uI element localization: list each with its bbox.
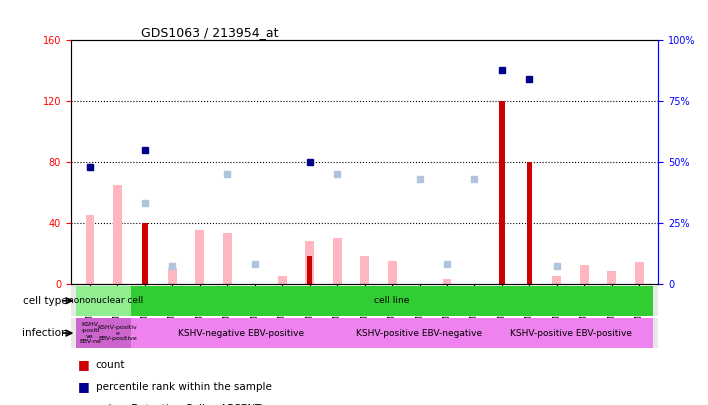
Bar xyxy=(131,286,653,316)
Text: cell line: cell line xyxy=(375,296,410,305)
Text: KSHV-negative EBV-positive: KSHV-negative EBV-positive xyxy=(178,328,304,338)
Bar xyxy=(142,223,147,284)
Bar xyxy=(360,256,369,284)
Bar xyxy=(635,262,644,284)
Bar xyxy=(499,101,505,284)
Bar xyxy=(305,241,314,284)
Bar xyxy=(580,265,589,284)
Text: KSHV-positive EBV-negative: KSHV-positive EBV-negative xyxy=(356,328,483,338)
Bar xyxy=(351,318,489,348)
Bar xyxy=(86,215,94,284)
Text: ■: ■ xyxy=(78,358,90,371)
Text: infection: infection xyxy=(22,328,67,338)
Bar xyxy=(76,318,104,348)
Bar xyxy=(442,279,452,283)
Bar xyxy=(104,318,131,348)
Bar xyxy=(307,256,312,284)
Text: mononuclear cell: mononuclear cell xyxy=(64,296,143,305)
Bar xyxy=(607,271,616,284)
Text: KSHV
-positi
ve
EBV-ne: KSHV -positi ve EBV-ne xyxy=(79,322,101,344)
Bar xyxy=(131,318,351,348)
Text: count: count xyxy=(96,360,125,369)
Bar xyxy=(278,276,287,283)
Text: KSHV-positiv
e
EBV-positive: KSHV-positiv e EBV-positive xyxy=(98,325,137,341)
Text: GDS1063 / 213954_at: GDS1063 / 213954_at xyxy=(142,26,279,39)
Bar xyxy=(113,185,122,284)
Bar xyxy=(168,269,177,283)
Text: ■: ■ xyxy=(78,380,90,393)
Bar xyxy=(388,261,396,283)
Text: cell type: cell type xyxy=(23,296,67,306)
Text: percentile rank within the sample: percentile rank within the sample xyxy=(96,382,271,392)
Bar xyxy=(527,162,532,284)
Text: KSHV-positive EBV-positive: KSHV-positive EBV-positive xyxy=(510,328,632,338)
Text: value, Detection Call = ABSENT: value, Detection Call = ABSENT xyxy=(96,404,261,405)
Bar xyxy=(489,318,653,348)
Bar xyxy=(195,230,205,284)
Bar xyxy=(223,233,232,284)
Bar xyxy=(333,238,341,284)
Bar xyxy=(76,286,131,316)
Bar xyxy=(552,276,561,283)
Text: ■: ■ xyxy=(78,403,90,405)
